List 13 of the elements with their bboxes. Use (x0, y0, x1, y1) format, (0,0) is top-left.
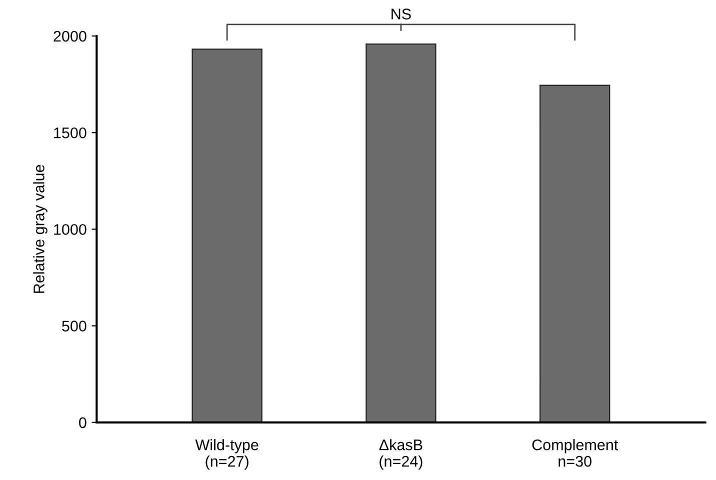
bar (366, 44, 436, 422)
y-tick-label: 500 (62, 320, 86, 332)
y-axis-title: Relative gray value (33, 164, 48, 293)
bar (192, 48, 262, 422)
x-tick-label: ΔkasB (n=24) (379, 439, 422, 470)
text: NS (392, 8, 411, 20)
bar (540, 84, 610, 422)
x-tick-label: Wild-type (n=27) (195, 439, 258, 470)
y-tick-label: 1500 (54, 127, 86, 138)
y-tick-label: 0 (79, 417, 86, 428)
y-tick-label: 1000 (54, 224, 86, 235)
x-tick-label: Complement n=30 (532, 439, 618, 467)
y-tick-label: 2000 (54, 30, 86, 42)
